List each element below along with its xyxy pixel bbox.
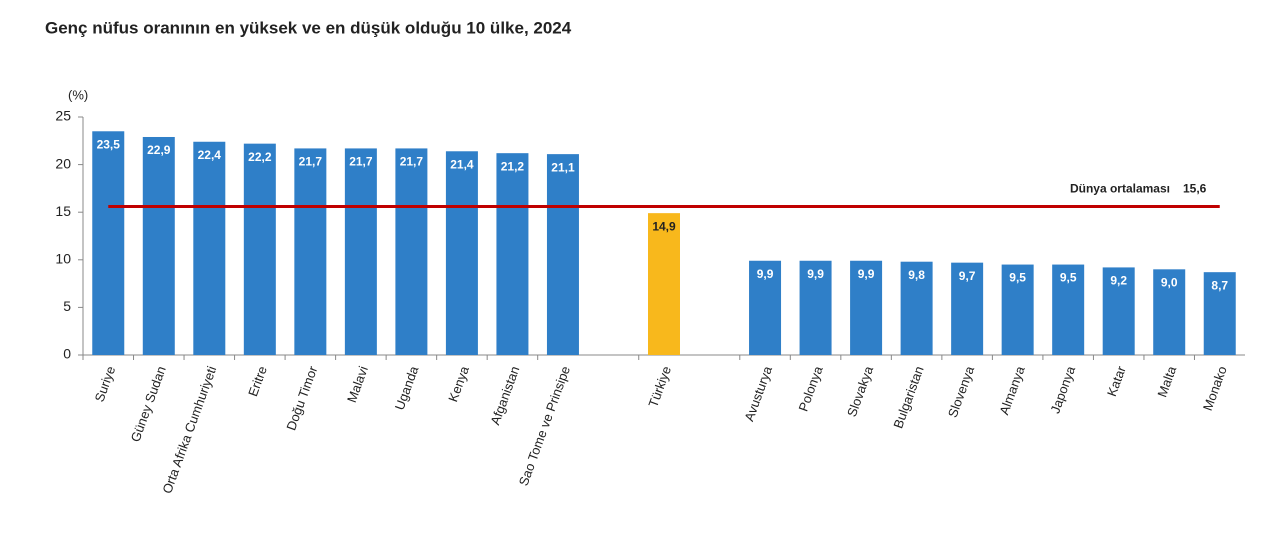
value-label: 9,9 bbox=[807, 267, 824, 281]
y-tick-label: 0 bbox=[63, 346, 71, 362]
x-tick-label: Malavi bbox=[344, 364, 371, 405]
value-label: 9,9 bbox=[858, 267, 875, 281]
y-tick-label: 20 bbox=[55, 155, 71, 171]
bar bbox=[193, 141, 226, 355]
x-tick-label: Uganda bbox=[392, 363, 422, 412]
value-label: 21,2 bbox=[501, 159, 525, 173]
value-label: 23,5 bbox=[97, 137, 121, 151]
reference-value: 15,6 bbox=[1183, 182, 1207, 196]
bar bbox=[496, 153, 529, 355]
bar bbox=[1001, 264, 1034, 355]
value-label: 9,8 bbox=[908, 268, 925, 282]
bar bbox=[648, 213, 680, 355]
bar bbox=[344, 148, 377, 355]
bar bbox=[900, 261, 933, 355]
bar bbox=[1102, 267, 1135, 355]
x-tick-label: Türkiye bbox=[645, 364, 674, 409]
x-tick-label: Kenya bbox=[445, 363, 472, 403]
value-label: 9,2 bbox=[1110, 274, 1127, 288]
x-tick-label: Avusturya bbox=[741, 363, 775, 423]
y-tick-label: 15 bbox=[55, 203, 71, 219]
x-tick-label: Afganistan bbox=[487, 364, 522, 427]
bar bbox=[294, 148, 327, 355]
bar bbox=[142, 136, 175, 355]
bar bbox=[749, 260, 782, 355]
value-label: 22,2 bbox=[248, 150, 272, 164]
x-tick-label: Sao Tome ve Prinsipe bbox=[516, 364, 573, 488]
reference-label: Dünya ortalaması bbox=[1070, 182, 1170, 196]
value-label: 21,7 bbox=[400, 155, 424, 169]
value-label: 14,9 bbox=[652, 219, 676, 233]
x-tick-label: Suriye bbox=[92, 364, 119, 404]
y-tick-label: 5 bbox=[63, 298, 71, 314]
bar bbox=[799, 260, 832, 355]
value-label: 9,5 bbox=[1009, 271, 1026, 285]
x-tick-label: Doğu Timor bbox=[283, 363, 320, 432]
bar bbox=[951, 262, 984, 355]
bar bbox=[445, 151, 478, 355]
value-label: 8,7 bbox=[1211, 278, 1228, 292]
bar bbox=[850, 260, 883, 355]
value-label: 22,4 bbox=[198, 148, 222, 162]
x-tick-label: Eritre bbox=[245, 364, 270, 398]
bar bbox=[1203, 272, 1236, 355]
x-tick-label: Bulgaristan bbox=[890, 364, 926, 430]
bar bbox=[546, 154, 579, 355]
value-label: 9,7 bbox=[959, 269, 976, 283]
x-tick-label: Malta bbox=[1154, 363, 1179, 399]
value-label: 22,9 bbox=[147, 143, 171, 157]
value-label: 9,9 bbox=[757, 267, 774, 281]
y-tick-label: 25 bbox=[55, 108, 71, 124]
x-tick-label: Orta Afrika Cumhuriyeti bbox=[159, 364, 219, 496]
bar bbox=[395, 148, 428, 355]
x-tick-label: Monako bbox=[1200, 364, 1230, 413]
x-tick-label: Japonya bbox=[1047, 363, 1078, 415]
x-tick-label: Katar bbox=[1104, 363, 1129, 398]
y-tick-label: 10 bbox=[55, 251, 71, 267]
y-unit: (%) bbox=[68, 87, 88, 102]
x-tick-label: Slovakya bbox=[844, 363, 876, 418]
bar bbox=[243, 143, 276, 355]
bar bbox=[92, 131, 125, 355]
x-tick-label: Almanya bbox=[996, 363, 1028, 416]
x-tick-label: Güney Sudan bbox=[128, 364, 169, 444]
bar bbox=[1153, 269, 1186, 355]
bar bbox=[1052, 264, 1085, 355]
x-tick-label: Slovenya bbox=[945, 363, 978, 419]
value-label: 21,4 bbox=[450, 157, 474, 171]
value-label: 21,7 bbox=[299, 155, 323, 169]
value-label: 21,1 bbox=[551, 160, 575, 174]
value-label: 21,7 bbox=[349, 155, 373, 169]
value-label: 9,5 bbox=[1060, 271, 1077, 285]
chart-title: Genç nüfus oranının en yüksek ve en düşü… bbox=[45, 18, 572, 37]
value-label: 9,0 bbox=[1161, 275, 1178, 289]
x-tick-label: Polonya bbox=[795, 363, 825, 413]
